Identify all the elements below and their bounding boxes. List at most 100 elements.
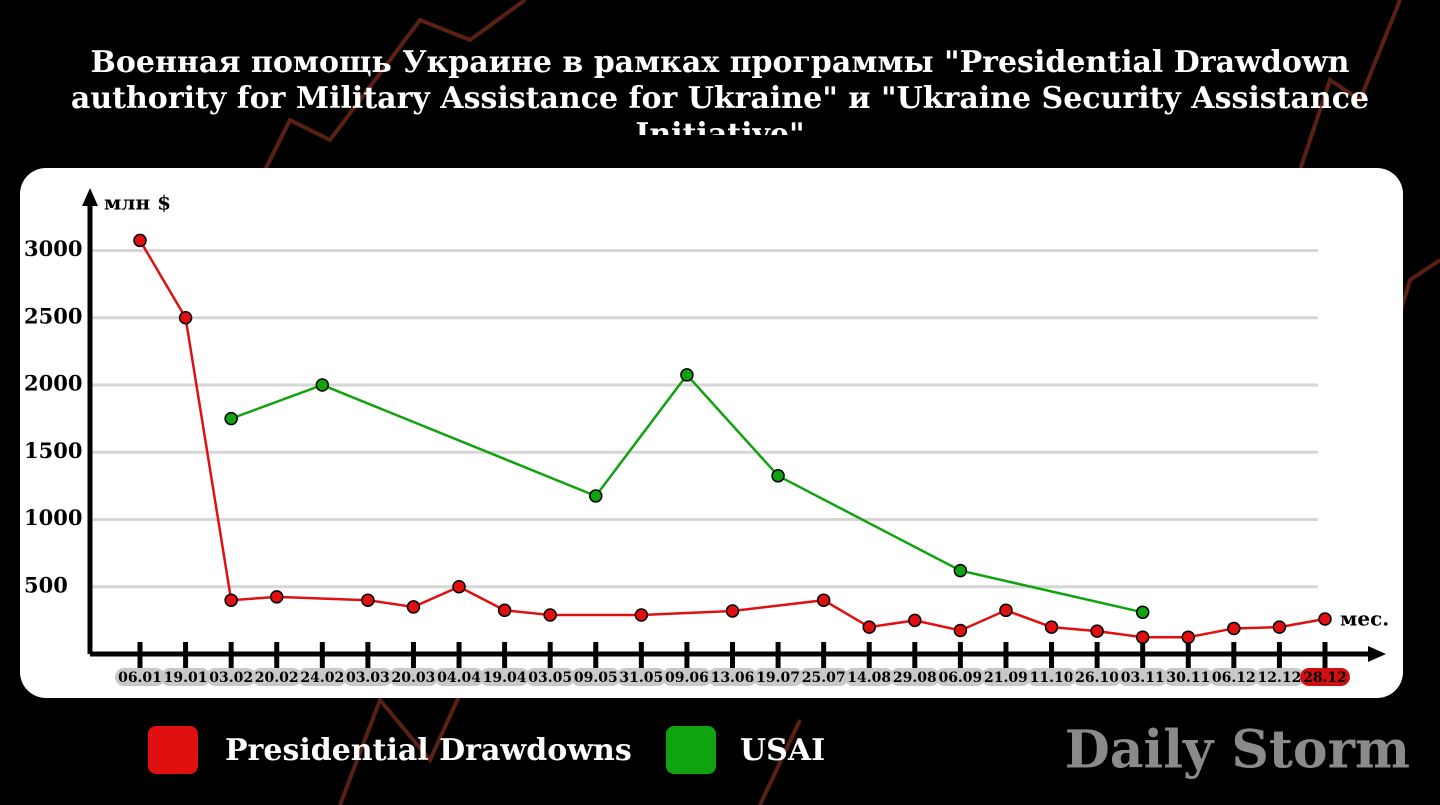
data-point xyxy=(953,563,968,578)
data-point xyxy=(1090,624,1104,638)
data-point xyxy=(725,604,740,618)
x-tick-pill xyxy=(1026,668,1077,686)
x-tick-pill xyxy=(616,668,667,686)
x-tick-label: 03.11 xyxy=(1121,670,1165,686)
data-point xyxy=(452,580,466,594)
x-tick-label: 19.04 xyxy=(483,670,527,686)
data-point xyxy=(680,368,694,382)
x-tick-label: 19.01 xyxy=(164,670,208,686)
x-tick-pill xyxy=(251,668,302,686)
x-tick-label: 24.02 xyxy=(300,670,344,686)
x-tick-label: 20.03 xyxy=(392,670,436,686)
x-tick-pill xyxy=(297,668,348,686)
x-tick-pill xyxy=(342,668,393,686)
x-tick-label: 03.03 xyxy=(346,670,390,686)
x-tick-pill xyxy=(160,668,211,686)
data-point xyxy=(1181,630,1196,644)
y-tick-label: 2500 xyxy=(24,303,82,328)
x-axis-arrow xyxy=(1368,646,1386,662)
x-tick-pill xyxy=(434,668,485,686)
x-tick-label: 06.01 xyxy=(118,670,162,686)
x-tick-label: 06.09 xyxy=(938,670,982,686)
data-point xyxy=(497,603,512,618)
data-point xyxy=(634,608,649,622)
x-tick-label: 06.12 xyxy=(1212,670,1256,686)
data-point xyxy=(771,469,785,483)
x-tick-pill xyxy=(479,668,530,686)
x-tick-label: 30.11 xyxy=(1166,670,1210,686)
x-tick-label: 12.12 xyxy=(1258,670,1302,686)
x-tick-label: 13.06 xyxy=(711,670,755,686)
x-tick-pill xyxy=(798,668,849,686)
x-tick-pill xyxy=(570,668,621,686)
data-point xyxy=(908,613,922,628)
data-point xyxy=(1135,630,1150,644)
decor-line xyxy=(1298,0,1402,171)
x-tick-pill xyxy=(661,668,712,686)
legend-label: USAI xyxy=(740,733,825,768)
x-tick-label: 14.08 xyxy=(847,670,891,686)
data-point xyxy=(1318,612,1332,626)
plot-panel xyxy=(20,168,1403,698)
x-tick-label: 09.05 xyxy=(574,670,618,686)
data-point xyxy=(178,311,193,325)
x-tick-label: 26.10 xyxy=(1075,670,1119,686)
legend-label: Presidential Drawdowns xyxy=(225,733,632,768)
data-point xyxy=(1227,621,1241,636)
x-tick-pill xyxy=(115,668,165,686)
title-box: Военная помощь Украине в рамках программ… xyxy=(70,45,1370,135)
x-tick-label: 09.06 xyxy=(665,670,709,686)
data-point xyxy=(133,233,147,248)
decor-line xyxy=(338,649,482,805)
brand: Daily Storm xyxy=(1065,720,1410,781)
data-point xyxy=(224,411,238,426)
data-point xyxy=(1135,605,1150,620)
x-tick-pill xyxy=(707,668,758,686)
data-point xyxy=(589,489,603,503)
data-point xyxy=(224,593,238,607)
legend-swatch xyxy=(666,726,716,774)
y-axis-arrow xyxy=(82,188,98,206)
x-tick-pill xyxy=(844,668,895,686)
x-tick-pill xyxy=(980,668,1031,686)
x-tick-label: 25.07 xyxy=(802,670,846,686)
x-tick-label: 19.07 xyxy=(756,670,800,686)
y-tick-label: 1000 xyxy=(24,505,82,530)
y-tick-label: 3000 xyxy=(24,236,82,261)
x-tick-label: 03.02 xyxy=(209,670,253,686)
chart-title: Военная помощь Украине в рамках программ… xyxy=(70,45,1370,135)
data-point xyxy=(543,608,557,622)
x-tick-pill xyxy=(1072,668,1123,686)
x-tick-label: 21.09 xyxy=(984,670,1028,686)
decor-line xyxy=(758,719,802,805)
data-point xyxy=(999,603,1013,618)
x-tick-label: 29.08 xyxy=(893,670,937,686)
x-tick-pill xyxy=(1208,668,1259,686)
data-point xyxy=(361,593,375,607)
x-tick-pill xyxy=(1117,668,1168,686)
x-tick-pill xyxy=(889,668,940,686)
x-tick-label: 04.04 xyxy=(437,670,481,686)
x-tick-pill xyxy=(1300,668,1350,686)
data-point xyxy=(269,590,284,604)
data-point xyxy=(816,593,831,607)
y-tick-label: 2000 xyxy=(24,371,82,396)
x-tick-pill xyxy=(1254,668,1305,686)
x-tick-pill xyxy=(1163,668,1214,686)
data-point xyxy=(862,620,876,634)
y-axis-label: млн $ xyxy=(104,191,171,215)
x-tick-pill xyxy=(388,668,439,686)
y-tick-label: 500 xyxy=(24,572,68,597)
x-tick-pill xyxy=(753,668,804,686)
x-tick-label: 20.02 xyxy=(255,670,299,686)
y-tick-label: 1500 xyxy=(24,438,82,463)
x-axis-label: мес. xyxy=(1340,607,1389,631)
x-tick-label: 31.05 xyxy=(619,670,663,686)
x-tick-label: 28.12 xyxy=(1303,670,1347,686)
legend-swatch xyxy=(148,726,198,774)
x-tick-pill xyxy=(525,668,576,686)
x-tick-label: 11.10 xyxy=(1030,670,1074,686)
data-point xyxy=(406,600,421,614)
